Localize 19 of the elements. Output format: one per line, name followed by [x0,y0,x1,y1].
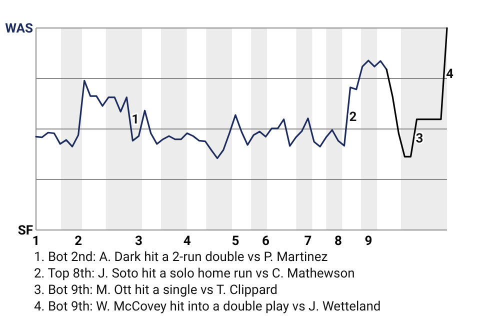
text: 2. Top 8th: J. Soto hit a solo home run vs C. Mathewson [34,266,355,282]
x-tick-label: 8 [334,234,342,249]
x-tick-label: 7 [304,234,312,249]
x-tick-label: 6 [262,234,270,249]
text: WAS [5,22,33,37]
annotation: 4 [446,67,454,82]
x-tick-label: 2 [74,234,82,249]
annotation: 2 [349,110,357,126]
annotation: 1 [132,112,140,128]
x-tick-label: 5 [232,234,240,249]
x-tick-label: 4 [183,234,192,249]
text: 1. Bot 2nd: A. Dark hit a 2-run double vs P. Martinez [34,250,328,265]
x-tick-label: 3 [135,234,142,249]
x-tick-label: 9 [364,234,372,249]
annotation: 3 [416,132,424,147]
x-tick-label: 1 [32,234,40,249]
text: SF [18,224,33,239]
text: 3. Bot 9th: M. Ott hit a single vs T. Clippard [34,283,278,298]
text: 4. Bot 9th: W. McCovey hit into a double play vs J. Wetteland [34,300,381,314]
